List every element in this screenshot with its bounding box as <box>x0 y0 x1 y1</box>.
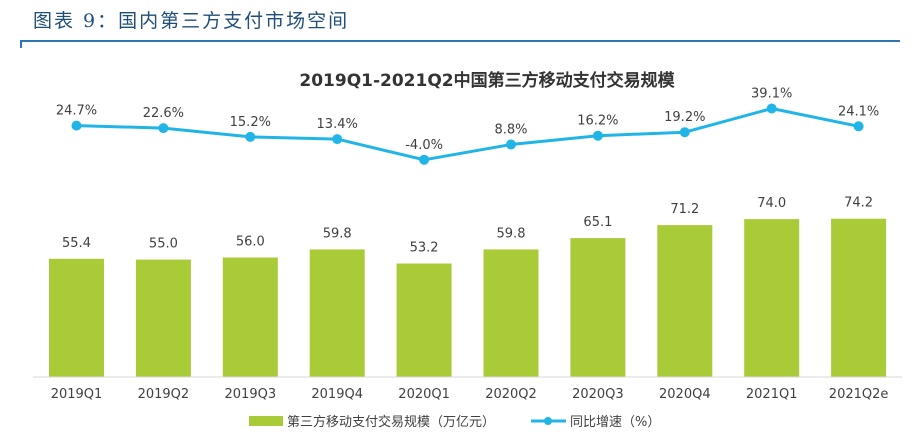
bar-label-2019Q4: 59.8 <box>323 226 352 241</box>
bar-label-2019Q1: 55.4 <box>62 236 91 251</box>
x-tick-2019Q2: 2019Q2 <box>138 387 190 402</box>
bar-2020Q4 <box>657 225 713 377</box>
figure-caption: 图表 9：国内第三方支付市场空间 <box>33 10 350 32</box>
bar-label-2021Q2e: 74.2 <box>844 196 873 211</box>
x-tick-2019Q3: 2019Q3 <box>225 387 277 402</box>
line-series <box>71 103 864 165</box>
bar-2021Q1 <box>744 219 800 377</box>
line-point-2021Q2e <box>853 121 864 132</box>
legend-bar-label: 第三方移动支付交易规模（万亿元） <box>287 414 495 430</box>
line-point-2020Q4 <box>679 127 690 138</box>
bar-label-2020Q2: 59.8 <box>497 226 526 241</box>
line-point-2019Q2 <box>158 123 169 134</box>
x-tick-2020Q4: 2020Q4 <box>659 387 711 402</box>
growth-line <box>76 107 859 162</box>
x-tick-2019Q1: 2019Q1 <box>51 387 103 402</box>
caption-rule-tick <box>20 42 22 48</box>
bar-label-2020Q1: 53.2 <box>410 241 439 256</box>
legend: 第三方移动支付交易规模（万亿元） 同比增速（%） <box>249 414 660 430</box>
line-label-2020Q4: 19.2% <box>664 110 705 125</box>
line-point-2020Q3 <box>592 130 603 141</box>
x-tick-2019Q4: 2019Q4 <box>311 387 363 402</box>
bar-label-2021Q1: 74.0 <box>757 196 786 211</box>
x-tick-2020Q2: 2020Q2 <box>485 387 537 402</box>
line-data-labels: 24.7% 22.6% 15.2% 13.4% -4.0% 8.8% 16.2% 19.2% 3… <box>56 87 879 153</box>
chart-title: 2019Q1-2021Q2中国第三方移动支付交易规模 <box>299 70 675 91</box>
bar-2020Q3 <box>570 238 626 377</box>
bar-2019Q2 <box>135 259 191 377</box>
line-label-2019Q2: 22.6% <box>143 106 184 121</box>
line-label-2020Q3: 16.2% <box>577 114 618 129</box>
x-tick-2021Q2e: 2021Q2e <box>829 387 889 402</box>
x-tick-2021Q1: 2021Q1 <box>746 387 798 402</box>
line-label-2020Q1: -4.0% <box>405 138 443 153</box>
bar-label-2020Q3: 65.1 <box>583 215 612 230</box>
bar-label-2019Q2: 55.0 <box>149 237 178 252</box>
x-tick-2020Q1: 2020Q1 <box>398 387 450 402</box>
line-point-2020Q1 <box>419 154 430 165</box>
x-tick-2020Q3: 2020Q3 <box>572 387 624 402</box>
line-label-2021Q1: 39.1% <box>751 87 792 102</box>
legend-line-label: 同比增速（%） <box>570 415 660 430</box>
line-point-2019Q3 <box>245 131 256 142</box>
line-label-2021Q2e: 24.1% <box>838 104 879 119</box>
bar-2021Q2e <box>831 218 887 377</box>
legend-line-marker <box>544 417 552 425</box>
line-point-2019Q1 <box>71 120 82 131</box>
bar-label-2019Q3: 56.0 <box>236 235 265 250</box>
bar-data-labels: 55.4 55.0 56.0 59.8 53.2 59.8 65.1 71.2 74.0 74.2 <box>62 196 873 256</box>
line-label-2019Q1: 24.7% <box>56 104 97 119</box>
caption-rule <box>20 40 900 42</box>
line-point-2020Q2 <box>506 139 516 150</box>
line-point-2019Q4 <box>332 134 343 145</box>
line-label-2020Q2: 8.8% <box>494 123 527 138</box>
bar-series <box>49 218 887 377</box>
line-label-2019Q4: 13.4% <box>317 117 358 132</box>
bar-label-2020Q4: 71.2 <box>670 202 699 217</box>
bar-2019Q3 <box>222 257 278 377</box>
bar-2019Q4 <box>309 249 365 377</box>
line-point-2021Q1 <box>766 103 777 114</box>
x-axis-tick-labels: 2019Q1 2019Q2 2019Q3 2019Q4 2020Q1 2020Q2 2020… <box>51 387 889 402</box>
line-label-2019Q3: 15.2% <box>230 115 271 130</box>
bar-2020Q2 <box>483 249 539 377</box>
legend-bar-swatch <box>249 416 283 426</box>
bar-2020Q1 <box>396 263 452 377</box>
bar-2019Q1 <box>49 258 104 377</box>
